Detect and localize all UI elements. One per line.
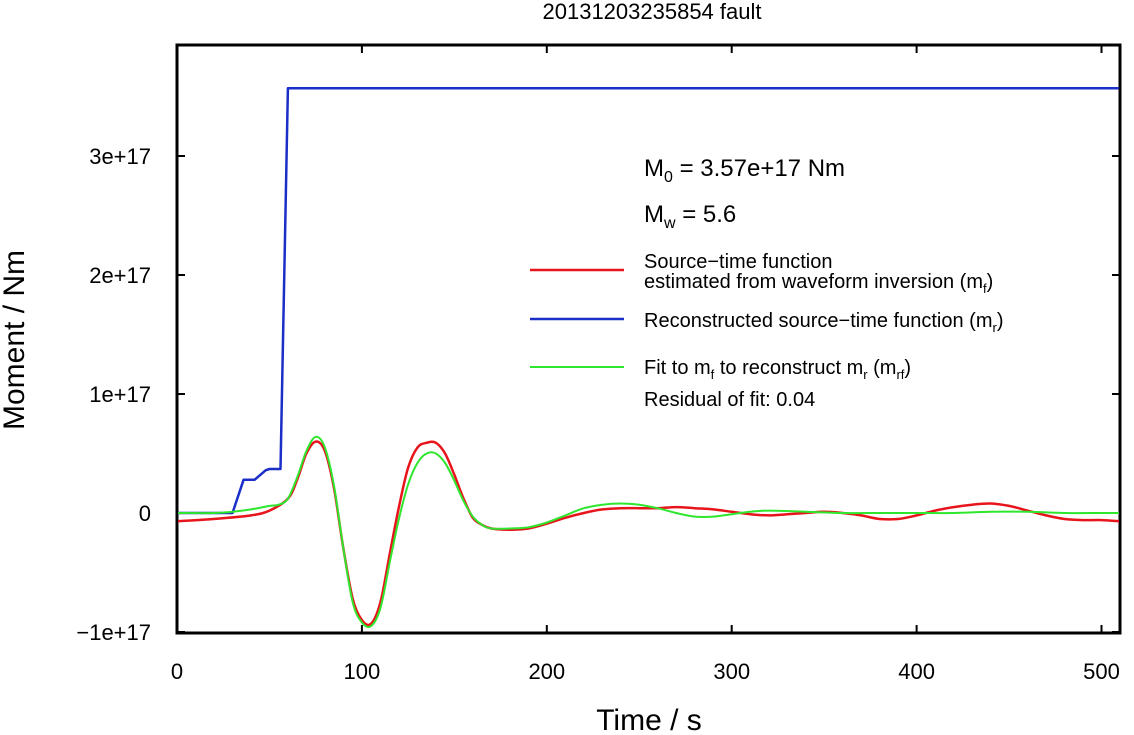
legend-label-red-line1: Source−time function [644, 251, 832, 273]
m0-symbol: M [644, 155, 664, 182]
x-tick-label: 300 [713, 659, 750, 684]
x-axis-label: Time / s [596, 704, 702, 735]
legend: Source−time function estimated from wave… [530, 251, 1004, 411]
y-tick-label: 2e+17 [89, 263, 151, 288]
y-axis-ticks: −1e+17 0 1e+17 2e+17 3e+17 [76, 144, 1120, 645]
chart-title: 20131203235854 fault [543, 0, 762, 24]
y-axis-label: Moment / Nm [0, 250, 31, 430]
annotation-block: M0 = 3.57e+17 Nm Mw = 5.6 [644, 155, 845, 232]
legend-label-blue: Reconstructed source−time function (mr) [644, 310, 1004, 335]
legend-label-red-line2: estimated from waveform inversion (mf) [644, 271, 993, 296]
m0-subscript: 0 [664, 169, 673, 186]
x-tick-label: 400 [898, 659, 935, 684]
m0-annotation: M0 = 3.57e+17 Nm [644, 155, 845, 186]
residual-annotation: Residual of fit: 0.04 [644, 389, 815, 411]
x-tick-label: 100 [344, 659, 381, 684]
plot-frame [175, 43, 1122, 635]
y-tick-label: 3e+17 [89, 144, 151, 169]
y-tick-label: 0 [139, 501, 151, 526]
series-line-blue [178, 86, 1119, 515]
mw-annotation: Mw = 5.6 [644, 201, 736, 232]
legend-label-green: Fit to mf to reconstruct mr (mrf) [644, 357, 911, 382]
m0-value: = 3.57e+17 Nm [673, 155, 845, 182]
series-line-red [178, 440, 1119, 627]
x-tick-label: 0 [171, 659, 183, 684]
mw-subscript: w [663, 215, 676, 232]
x-tick-label: 200 [528, 659, 565, 684]
mw-value: = 5.6 [676, 201, 737, 228]
y-tick-label: 1e+17 [89, 382, 151, 407]
x-axis-ticks: 0 100 200 300 400 500 [171, 45, 1120, 684]
x-tick-label: 500 [1083, 659, 1120, 684]
y-tick-label: −1e+17 [76, 620, 151, 645]
series-line-green [178, 435, 1119, 629]
mw-symbol: M [644, 201, 664, 228]
series-layer [178, 86, 1119, 629]
